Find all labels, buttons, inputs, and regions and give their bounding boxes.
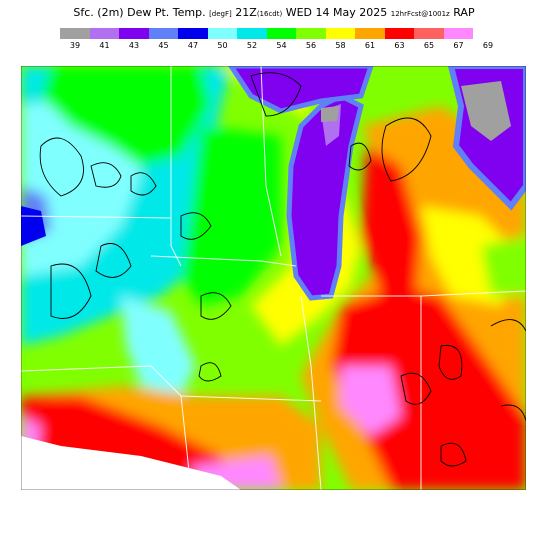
legend-label: 61 (364, 41, 376, 50)
field-pink-south (341, 366, 401, 436)
legend-label: 50 (217, 41, 228, 50)
lake-superior-edge (227, 66, 374, 114)
legend-label: 69 (482, 41, 494, 50)
legend-label: 39 (69, 41, 81, 50)
legend-label: 45 (158, 41, 169, 50)
legend-label: 47 (187, 41, 199, 50)
legend-label: 43 (128, 41, 140, 50)
legend-swatch (119, 28, 149, 39)
title-units: [degF] (209, 10, 232, 18)
legend-label: 56 (305, 41, 317, 50)
field-northwest-green (41, 66, 211, 166)
title-time: 21Z (235, 6, 257, 19)
legend-swatch (355, 28, 385, 39)
legend-label: 67 (453, 41, 464, 50)
legend-swatch (414, 28, 444, 39)
legend-label: 58 (335, 41, 346, 50)
legend-swatch (60, 28, 90, 39)
legend-label: 65 (423, 41, 435, 50)
field-cyan-tongue (121, 296, 196, 396)
legend-swatch (207, 28, 237, 39)
legend-label: 41 (99, 41, 110, 50)
lake-huron-gray (461, 81, 511, 141)
legend-swatch (384, 28, 414, 39)
legend-swatch (178, 28, 208, 39)
legend-swatch (296, 28, 326, 39)
field-east-green (481, 236, 526, 296)
no-data-region (21, 436, 241, 490)
legend-label: 63 (394, 41, 405, 50)
legend-label: 54 (276, 41, 287, 50)
title-model: RAP (453, 6, 475, 19)
title-main: Sfc. (2m) Dew Pt. Temp. (73, 6, 206, 19)
map-title: Sfc. (2m) Dew Pt. Temp. [degF] 21Z(16cdt… (0, 6, 548, 19)
color-legend: 39 41 43 45 47 50 52 54 56 58 61 63 65 67 69 (60, 28, 493, 55)
title-forecast: 12hrFcst@1001z (390, 10, 450, 18)
legend-swatches (60, 28, 473, 39)
contour-lines (39, 72, 526, 467)
legend-swatch (89, 28, 119, 39)
legend-swatch (325, 28, 355, 39)
title-date: WED 14 May 2025 (285, 6, 388, 19)
legend-swatch (148, 28, 178, 39)
lake-gray-north (321, 106, 339, 122)
legend-labels: 39 41 43 45 47 50 52 54 56 58 61 63 65 67 69 (60, 41, 493, 55)
legend-label: 52 (246, 41, 258, 50)
legend-swatch (266, 28, 296, 39)
legend-swatch (237, 28, 267, 39)
title-local-time: (16cdt) (256, 10, 283, 18)
field-red-southeast (331, 286, 526, 490)
dewpoint-map (21, 66, 526, 490)
legend-swatch (443, 28, 473, 39)
field-red-michigan (361, 146, 421, 296)
